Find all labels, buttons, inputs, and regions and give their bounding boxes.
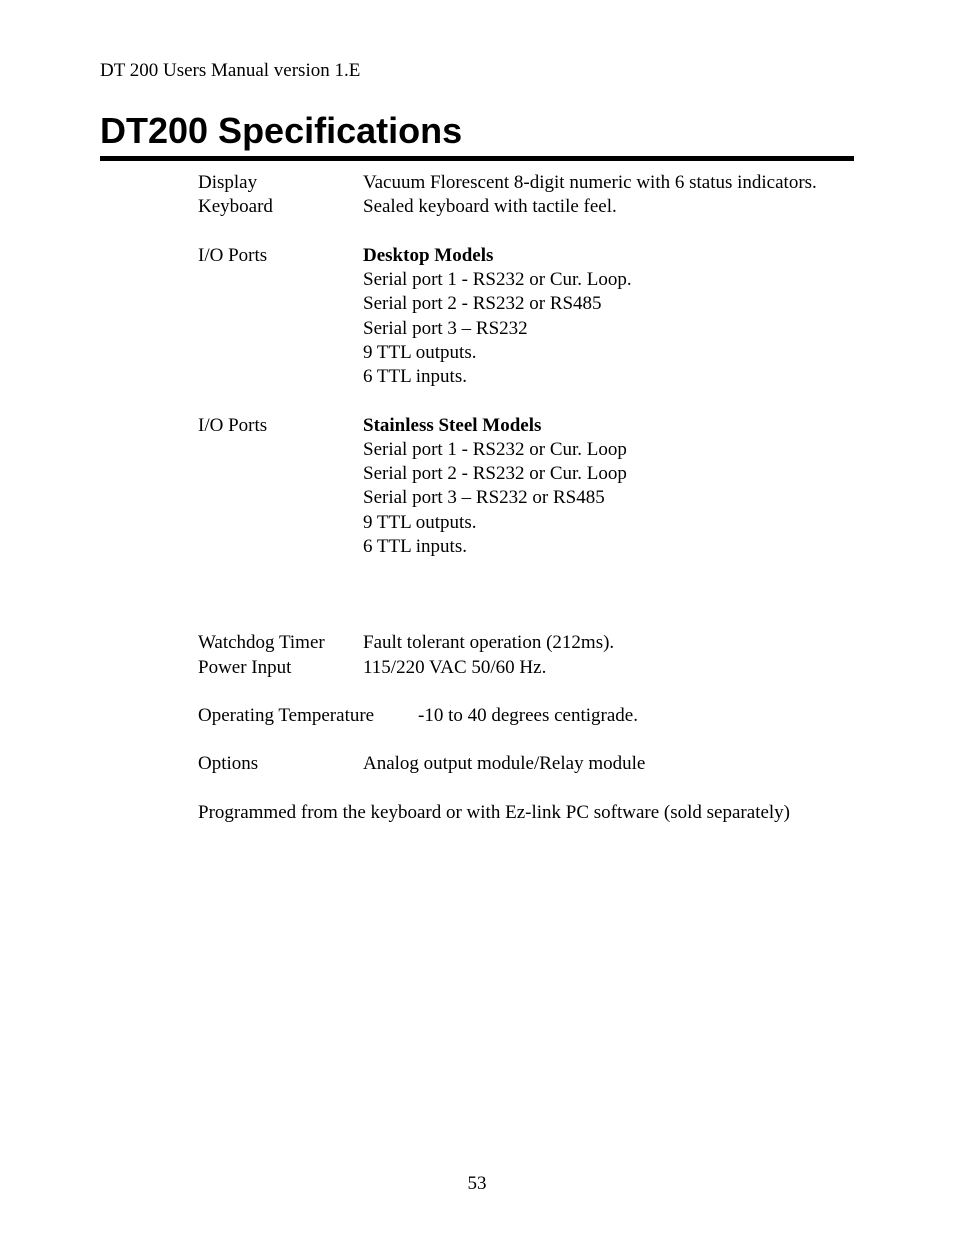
running-header: DT 200 Users Manual version 1.E	[100, 60, 854, 82]
spec-value: -10 to 40 degrees centigrade.	[418, 704, 854, 728]
spec-value: Analog output module/Relay module	[363, 752, 854, 776]
spec-row-ioports-stainless: I/O Ports Stainless Steel Models Serial …	[198, 414, 854, 560]
spec-value: Fault tolerant operation (212ms).	[363, 631, 854, 655]
spec-row-power: Power Input 115/220 VAC 50/60 Hz.	[198, 656, 854, 680]
spec-line: 6 TTL inputs.	[363, 535, 854, 559]
specifications-block: Display Vacuum Florescent 8-digit numeri…	[198, 171, 854, 825]
spec-line: Serial port 2 - RS232 or RS485	[363, 292, 854, 316]
spec-label: Keyboard	[198, 195, 363, 219]
spec-line: Serial port 3 – RS232	[363, 317, 854, 341]
spec-line: 9 TTL outputs.	[363, 341, 854, 365]
page-title: DT200 Specifications	[100, 110, 854, 152]
spec-value: Stainless Steel Models Serial port 1 - R…	[363, 414, 854, 560]
spec-footnote: Programmed from the keyboard or with Ez-…	[198, 801, 854, 825]
title-rule	[100, 156, 854, 161]
spec-value: Vacuum Florescent 8-digit numeric with 6…	[363, 171, 854, 195]
page-number: 53	[0, 1173, 954, 1195]
spec-label: I/O Ports	[198, 244, 363, 268]
spec-row-keyboard: Keyboard Sealed keyboard with tactile fe…	[198, 195, 854, 219]
spec-line: 6 TTL inputs.	[363, 365, 854, 389]
spec-label: Power Input	[198, 656, 363, 680]
spec-row-ioports-desktop: I/O Ports Desktop Models Serial port 1 -…	[198, 244, 854, 390]
spec-row-watchdog: Watchdog Timer Fault tolerant operation …	[198, 631, 854, 655]
spec-line: 9 TTL outputs.	[363, 511, 854, 535]
spec-line: Serial port 1 - RS232 or Cur. Loop	[363, 438, 854, 462]
spec-label: Display	[198, 171, 363, 195]
spec-label: Operating Temperature	[198, 704, 418, 728]
spec-line: Serial port 2 - RS232 or Cur. Loop	[363, 462, 854, 486]
spec-subheading: Desktop Models	[363, 244, 854, 268]
spec-row-optemp: Operating Temperature -10 to 40 degrees …	[198, 704, 854, 728]
spec-row-display: Display Vacuum Florescent 8-digit numeri…	[198, 171, 854, 195]
spec-line: Serial port 3 – RS232 or RS485	[363, 486, 854, 510]
spec-row-options: Options Analog output module/Relay modul…	[198, 752, 854, 776]
spec-value: 115/220 VAC 50/60 Hz.	[363, 656, 854, 680]
document-page: DT 200 Users Manual version 1.E DT200 Sp…	[0, 0, 954, 1235]
spec-label: Watchdog Timer	[198, 631, 363, 655]
spec-label: Options	[198, 752, 363, 776]
spec-subheading: Stainless Steel Models	[363, 414, 854, 438]
spec-value: Desktop Models Serial port 1 - RS232 or …	[363, 244, 854, 390]
spec-label: I/O Ports	[198, 414, 363, 438]
spec-line: Serial port 1 - RS232 or Cur. Loop.	[363, 268, 854, 292]
spec-value: Sealed keyboard with tactile feel.	[363, 195, 854, 219]
